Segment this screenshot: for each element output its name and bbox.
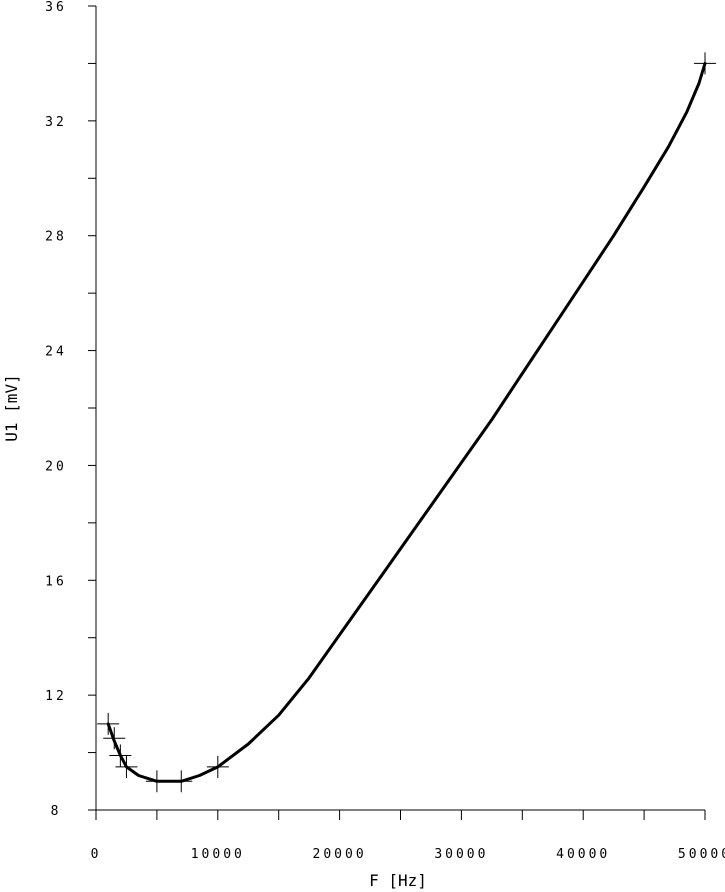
y-axis-ticks: 8 12 16 20 24 28 32 36 [45, 0, 96, 819]
data-point-marker [115, 755, 138, 778]
data-point-marker [103, 727, 126, 750]
x-axis-label: F [Hz] [369, 871, 427, 890]
data-point-marker [170, 770, 193, 793]
y-tick-label: 36 [45, 0, 67, 15]
x-axis-ticks: 0 10000 20000 30000 40000 50000 [91, 810, 725, 862]
x-tick-label: 10000 [191, 847, 245, 862]
data-point-marker [206, 755, 229, 778]
y-tick-label: 28 [45, 230, 67, 245]
y-tick-label: 12 [45, 689, 67, 704]
data-point-marker [694, 52, 716, 75]
x-tick-label: 40000 [556, 847, 610, 862]
x-tick-label: 20000 [313, 847, 367, 862]
data-point-marker [109, 744, 132, 767]
y-axis-label: U1 [mV] [2, 374, 21, 441]
y-tick-label: 20 [45, 459, 67, 474]
x-tick-label: 50000 [678, 847, 725, 862]
y-tick-label: 8 [51, 804, 62, 819]
y-tick-label: 16 [45, 574, 67, 589]
data-point-marker [145, 770, 168, 793]
x-tick-label: 30000 [434, 847, 488, 862]
data-point-marker [97, 712, 120, 735]
y-tick-label: 32 [45, 115, 67, 130]
series [97, 52, 716, 793]
axes [95, 6, 705, 811]
x-tick-label: 0 [91, 847, 102, 862]
series-line [106, 61, 707, 783]
y-tick-label: 24 [45, 345, 67, 360]
